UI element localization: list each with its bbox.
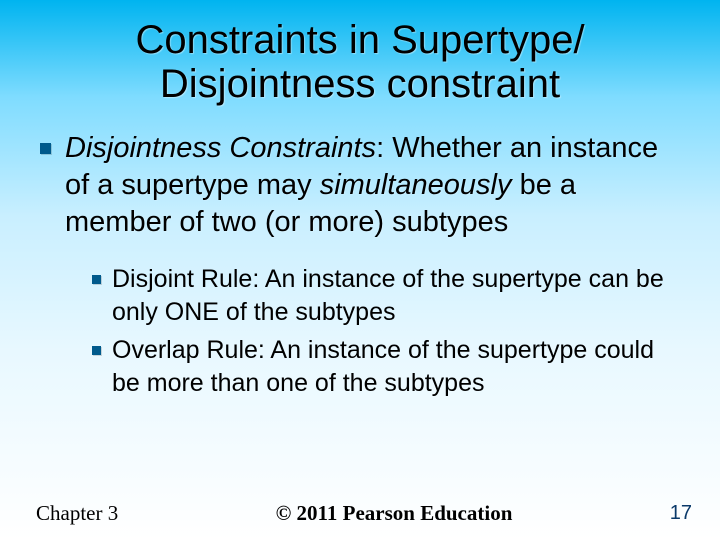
footer-left: Chapter 3 bbox=[36, 501, 118, 526]
sub-bullet-2-text: Overlap Rule: An instance of the superty… bbox=[112, 334, 680, 399]
title-line1: Constraints in Supertype/ bbox=[135, 18, 584, 62]
term-disjointness: Disjointness Constraints bbox=[65, 132, 376, 164]
main-bullet: Disjointness Constraints: Whether an ins… bbox=[40, 130, 680, 241]
slide: Constraints in Supertype/ Disjointness c… bbox=[0, 0, 720, 540]
slide-title: Constraints in Supertype/ Disjointness c… bbox=[0, 0, 720, 106]
bullet-icon bbox=[40, 143, 51, 154]
sub-bullet-1: Disjoint Rule: An instance of the supert… bbox=[92, 263, 680, 328]
bullet-icon bbox=[92, 275, 101, 284]
sub-bullet-2: Overlap Rule: An instance of the superty… bbox=[92, 334, 680, 399]
slide-body: Disjointness Constraints: Whether an ins… bbox=[0, 106, 720, 399]
slide-footer: Chapter 3 © 2011 Pearson Education 17 bbox=[0, 501, 720, 526]
sub-bullet-1-text: Disjoint Rule: An instance of the supert… bbox=[112, 263, 680, 328]
main-bullet-text: Disjointness Constraints: Whether an ins… bbox=[65, 130, 680, 241]
title-line2: Disjointness constraint bbox=[160, 62, 560, 106]
footer-center: © 2011 Pearson Education bbox=[276, 501, 513, 526]
page-number: 17 bbox=[670, 502, 692, 525]
bullet-icon bbox=[92, 346, 101, 355]
main-text-italic: simultaneously bbox=[320, 169, 512, 201]
sub-bullet-list: Disjoint Rule: An instance of the supert… bbox=[92, 263, 680, 399]
